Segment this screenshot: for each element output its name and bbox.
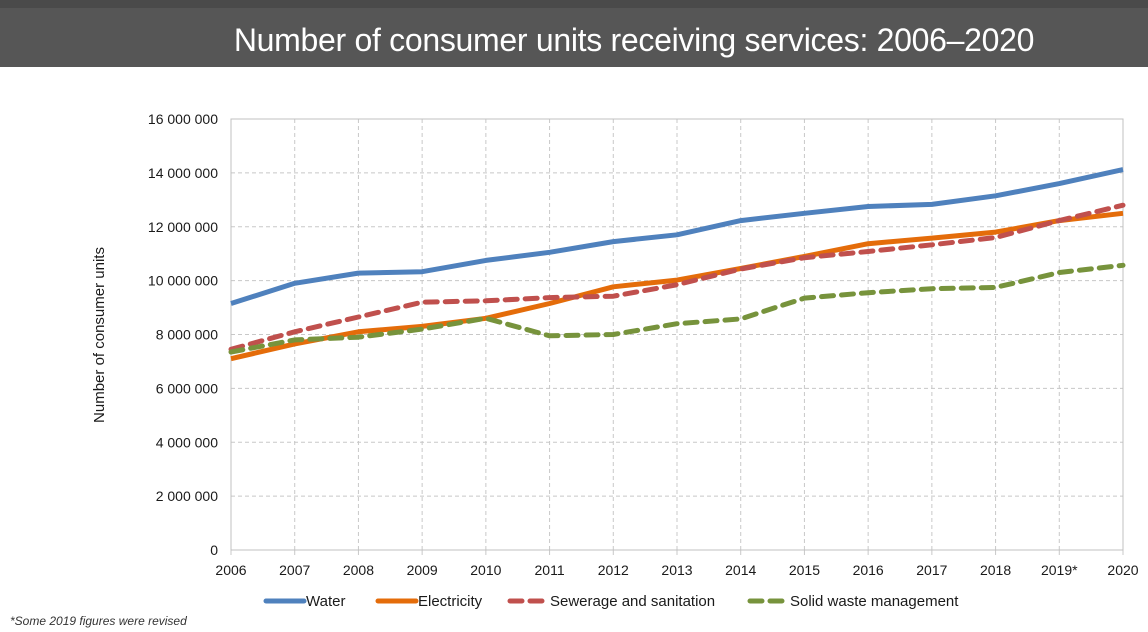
y-tick-label: 10 000 000: [148, 273, 218, 289]
x-axis-ticks: 2006 2007 2008 2009 2010 2011 2012 2013 2014 2015…: [215, 562, 1138, 578]
y-tick-label: 12 000 000: [148, 219, 218, 235]
x-tick-label: 2020: [1107, 562, 1138, 578]
y-tick-label: 8 000 000: [156, 327, 218, 343]
plot-area-border: [230, 118, 1124, 551]
x-tick-label: 2008: [343, 562, 374, 578]
y-tick-label: 2 000 000: [156, 488, 218, 504]
y-axis-label: Number of consumer units: [91, 247, 108, 423]
x-tick-label: 2014: [725, 562, 756, 578]
gridlines: [230, 118, 1124, 555]
x-tick-label: 2011: [535, 562, 565, 578]
series-line-electricity: [230, 210, 1124, 362]
y-tick-label: 16 000 000: [148, 111, 218, 127]
footnote: *Some 2019 figures were revised: [10, 614, 187, 628]
x-tick-label: 2012: [598, 562, 629, 578]
x-tick-label: 2006: [215, 562, 246, 578]
y-tick-label: 14 000 000: [148, 165, 218, 181]
legend-label-solid-waste-management: Solid waste management: [790, 593, 959, 610]
series-line-water: [230, 167, 1124, 306]
x-tick-label: 2018: [980, 562, 1011, 578]
x-tick-label: 2013: [661, 562, 692, 578]
y-tick-label: 4 000 000: [156, 434, 218, 450]
header-bar: Number of consumer units receiving servi…: [0, 0, 1148, 67]
y-axis-ticks: 0 2 000 000 4 000 000 6 000 000 8 000 000 10 …: [148, 111, 218, 558]
series-line-solid-waste-management: [228, 262, 1126, 355]
y-tick-label: 0: [210, 542, 218, 558]
x-tick-label: 2019*: [1041, 562, 1078, 578]
x-tick-label: 2015: [789, 562, 820, 578]
x-tick-label: 2007: [279, 562, 310, 578]
x-tick-label: 2016: [853, 562, 884, 578]
legend-label-electricity: Electricity: [418, 593, 483, 610]
chart-title: Number of consumer units receiving servi…: [233, 22, 1035, 58]
legend-label-water: Water: [306, 593, 345, 610]
series-line-sewerage-and-sanitation: [228, 202, 1126, 352]
legend: Water Electricity Sewerage and sanitation S…: [263, 593, 959, 610]
x-tick-label: 2010: [470, 562, 501, 578]
series-lines: [228, 167, 1126, 362]
x-tick-label: 2017: [916, 562, 947, 578]
x-tick-label: 2009: [407, 562, 438, 578]
y-tick-label: 6 000 000: [156, 380, 218, 396]
legend-label-sewerage-and-sanitation: Sewerage and sanitation: [550, 593, 715, 610]
